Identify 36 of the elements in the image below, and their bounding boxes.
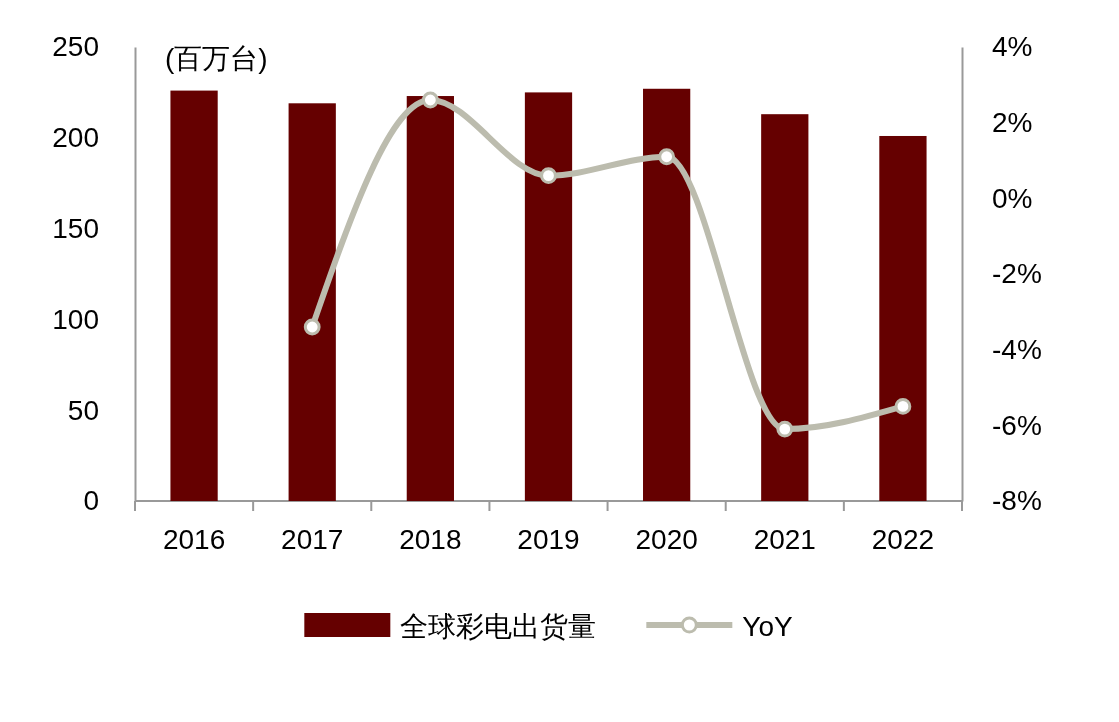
y-tick-label: 250 [52,31,99,63]
legend-label: 全球彩电出货量 [400,611,597,642]
y-tick-label: 0 [83,485,99,517]
y2-tick-label: -8% [992,485,1042,517]
x-tick-label: 2018 [399,523,462,555]
y2-tick-label: -4% [992,334,1042,366]
x-tick-label: 2016 [162,523,226,555]
x-tick-label: 2021 [753,523,816,555]
y2-tick-label: 0% [992,182,1033,214]
y-tick-label: 150 [52,213,99,245]
point [303,318,321,336]
y-tick-label: 100 [52,303,99,335]
bar [524,92,573,501]
x-tick-label: 2017 [281,523,344,555]
bar [761,114,809,501]
bar [170,90,218,501]
y-tick-label: 200 [52,122,99,154]
y2-tick-label: -2% [992,258,1042,290]
x-tick-label: 2022 [871,523,935,555]
y2-tick-label: 4% [992,31,1033,63]
y-tick-label: 50 [67,394,99,426]
point [894,398,912,415]
bar [879,135,927,501]
bar [288,103,336,501]
point [658,148,676,166]
point [421,91,439,109]
point [776,420,794,438]
point [540,167,557,185]
x-tick-label: 2019 [517,523,580,555]
y2-tick-label: 2% [992,107,1033,139]
bar [406,96,454,501]
y-axis-title: (百万台) [165,43,268,74]
legend-label: YoY [742,611,793,642]
x-tick-label: 2020 [635,523,698,555]
bar [643,88,691,501]
y2-tick-label: -6% [992,409,1042,441]
